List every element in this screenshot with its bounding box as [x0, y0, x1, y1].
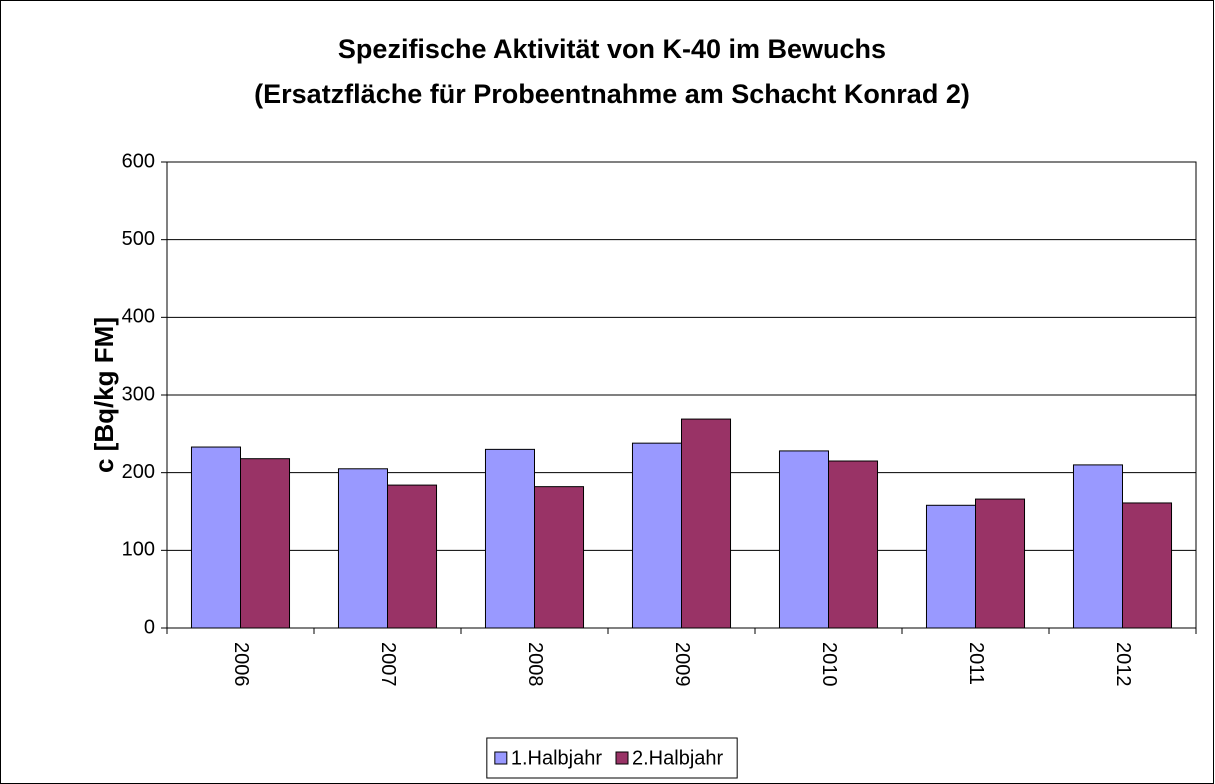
legend-box — [486, 737, 738, 779]
legend-label: 2.Halbjahr — [632, 747, 724, 769]
chart-subtitle: (Ersatzfläche für Probeentnahme am Schac… — [254, 79, 970, 109]
y-tick-label: 200 — [122, 461, 155, 483]
bar — [925, 504, 977, 629]
legend: 1.Halbjahr 2.Halbjahr — [486, 737, 738, 779]
x-tick-label: 2012 — [1112, 642, 1134, 687]
x-tick-label: 2006 — [230, 642, 252, 687]
x-tick-label: 2009 — [671, 642, 693, 687]
y-tick-label: 100 — [122, 539, 155, 561]
bar — [631, 442, 683, 629]
bar — [828, 460, 879, 629]
y-tick-label: 300 — [122, 383, 155, 405]
x-tick-label: 2010 — [818, 642, 840, 687]
y-tick-label: 500 — [122, 228, 155, 250]
bar — [240, 458, 291, 629]
y-tick-label: 0 — [144, 616, 155, 638]
legend-swatch — [615, 751, 629, 765]
bar — [190, 446, 241, 629]
bar — [975, 498, 1026, 629]
x-tick-label: 2008 — [524, 642, 546, 687]
bar — [1072, 464, 1123, 629]
chart-title: Spezifische Aktivität von K-40 im Bewuch… — [338, 34, 886, 64]
x-tick-label: 2011 — [965, 642, 987, 685]
bar — [484, 448, 535, 629]
y-tick-label: 600 — [122, 150, 155, 172]
y-axis-label: c [Bq/kg FM] — [89, 317, 119, 473]
bar — [337, 468, 388, 629]
legend-swatch — [494, 751, 508, 765]
bar — [534, 486, 585, 629]
bar — [1122, 502, 1173, 629]
x-tick-label: 2007 — [377, 642, 399, 687]
legend-label: 1.Halbjahr — [511, 747, 603, 769]
y-tick-label: 400 — [122, 306, 155, 328]
bar — [681, 418, 732, 629]
bar — [778, 450, 830, 629]
bar — [387, 484, 438, 629]
